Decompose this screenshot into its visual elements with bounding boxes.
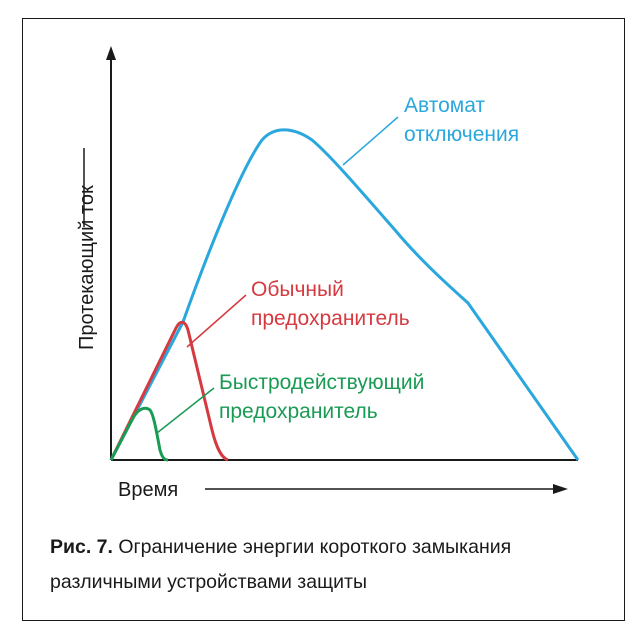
x-axis-label-arrowhead xyxy=(553,484,568,494)
y-axis-label: Протекающий ток xyxy=(76,185,98,350)
figure-number: Рис. 7. xyxy=(50,536,113,558)
fast-fuse-label-line1: Быстродействующий xyxy=(219,371,424,394)
fast-fuse-curve xyxy=(109,406,169,462)
breaker-leader-line xyxy=(342,116,399,166)
figure-caption: Рис. 7. Ограничение энергии короткого за… xyxy=(50,530,610,600)
fuse-curve xyxy=(109,320,229,462)
fuse-leader-line xyxy=(186,294,247,348)
y-axis-arrowhead xyxy=(106,46,116,60)
figure-frame xyxy=(22,18,625,621)
breaker-curve xyxy=(109,128,580,461)
breaker-label-line1: Автомат xyxy=(404,94,485,117)
figure-caption-text: Ограничение энергии короткого замыкания … xyxy=(50,536,512,593)
x-axis-label: Время xyxy=(118,479,178,501)
fast-fuse-leader-line xyxy=(156,387,215,434)
breaker-label-line2: отключения xyxy=(404,123,519,146)
fast-fuse-label-line2: предохранитель xyxy=(219,400,378,423)
fuse-label-line1: Обычный xyxy=(251,278,344,301)
fuse-label-line2: предохранитель xyxy=(251,307,410,330)
